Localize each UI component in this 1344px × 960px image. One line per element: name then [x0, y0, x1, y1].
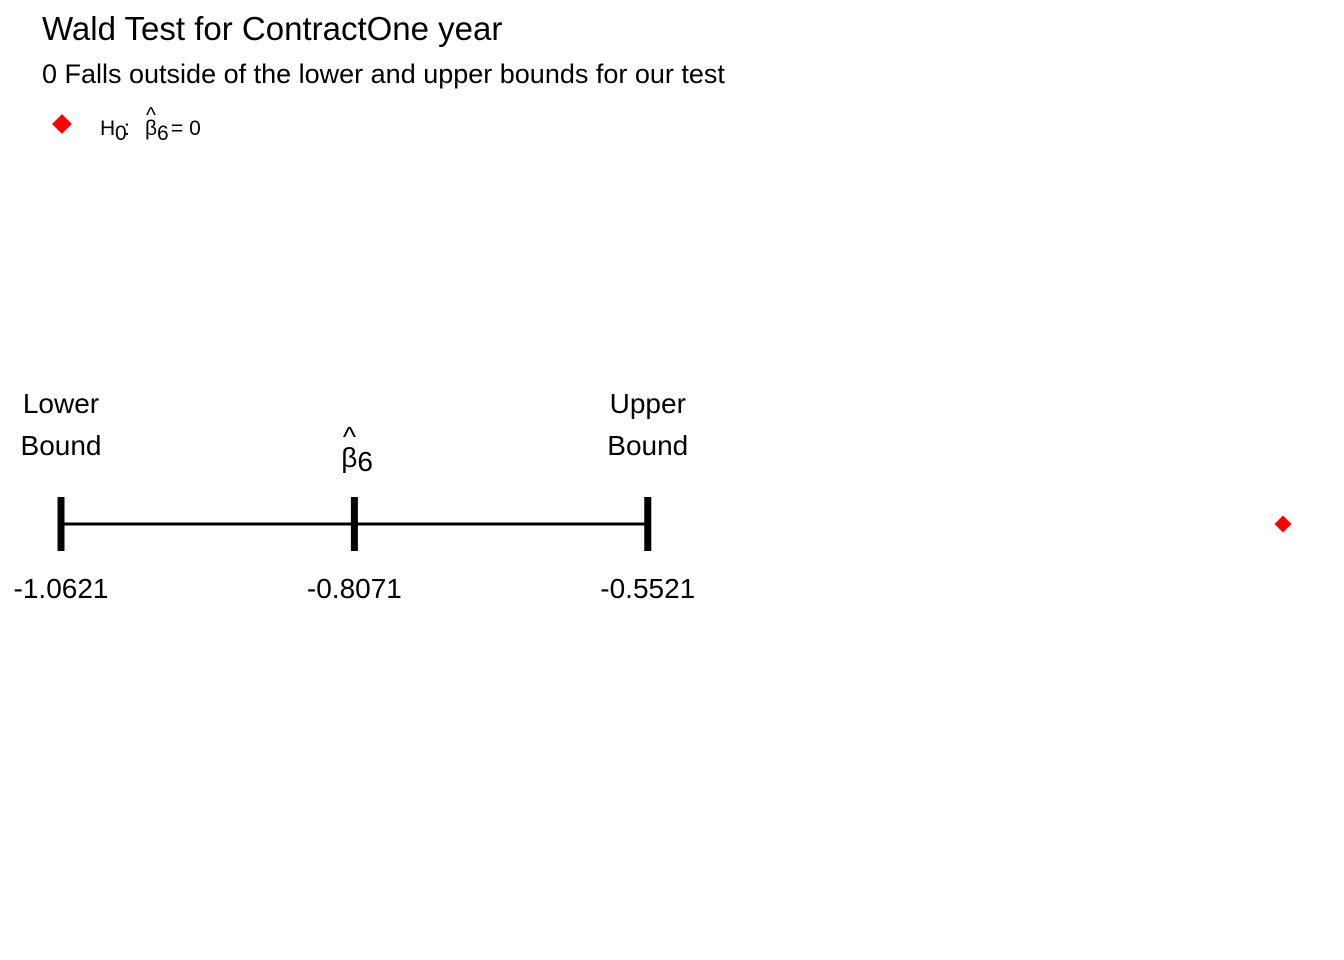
legend-beta-symbol: β: [145, 117, 157, 140]
legend-beta-hat: ^: [146, 104, 156, 127]
upper-bound-label-line1: Upper: [610, 388, 686, 419]
legend-marker: [52, 114, 72, 134]
legend: H 0 : β ^ 6 = 0: [52, 104, 201, 145]
estimate-value-label: -0.8071: [307, 573, 402, 604]
upper-bound-value-label: -0.5521: [600, 573, 695, 604]
estimate-beta-symbol: β: [341, 442, 357, 473]
legend-colon: :: [124, 117, 130, 140]
estimate-beta-hat: ^: [343, 421, 356, 452]
chart-subtitle: 0 Falls outside of the lower and upper b…: [42, 59, 725, 89]
null-hypothesis-point: [1274, 515, 1292, 533]
interval-plot: Lower Bound Upper Bound β ^ 6 -1.0621 -0…: [14, 388, 1292, 604]
lower-bound-label-line2: Bound: [21, 430, 102, 461]
legend-equals-zero: = 0: [171, 117, 201, 140]
upper-bound-label-line2: Bound: [607, 430, 688, 461]
legend-beta-subscript: 6: [157, 122, 169, 145]
legend-h-text: H: [100, 117, 115, 140]
legend-h-subscript: 0: [115, 122, 127, 145]
lower-bound-label-line1: Lower: [23, 388, 99, 419]
estimate-beta-subscript: 6: [357, 446, 373, 477]
chart-title: Wald Test for ContractOne year: [42, 10, 502, 47]
lower-bound-value-label: -1.0621: [14, 573, 109, 604]
